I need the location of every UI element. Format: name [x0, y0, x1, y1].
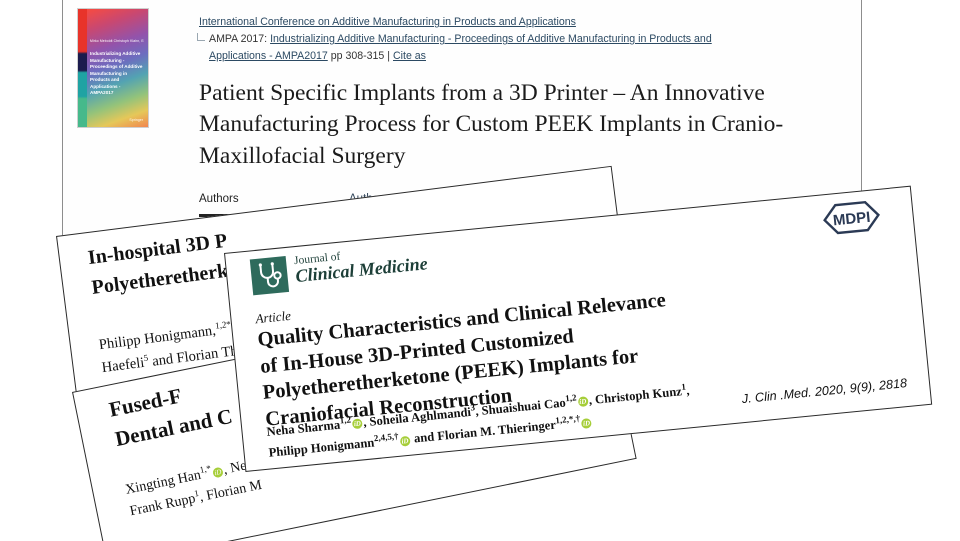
book-cover-thumbnail[interactable]: Mirko Meboldt Christoph Klahn, Editors I…: [77, 8, 149, 128]
mdpi-author-1-sup: 1,2: [339, 414, 352, 426]
mdpi-author-5: Philipp Honigmann: [268, 435, 375, 461]
breadcrumb-conference-link[interactable]: International Conference on Additive Man…: [199, 16, 576, 28]
breadcrumb-page-range: pp 308-315: [330, 50, 385, 63]
page-title: Patient Specific Implants from a 3D Prin…: [199, 80, 784, 169]
breadcrumb-separator: |: [387, 50, 391, 63]
orcid-icon[interactable]: iD: [577, 396, 589, 408]
paper2-author-sup-2: 5: [143, 352, 149, 363]
mdpi-author-5-sup: 2,4,5,†: [373, 431, 399, 444]
breadcrumb: International Conference on Additive Man…: [197, 14, 845, 65]
tree-branch-icon: [197, 33, 205, 42]
orcid-icon[interactable]: iD: [581, 417, 592, 429]
paper2-author-name-2: Haefeli: [100, 354, 146, 377]
book-cover-title: Industrializing Additive Manufacturing -…: [90, 51, 143, 96]
mdpi-logo-icon: MDPI: [811, 193, 891, 242]
mdpi-author-3-sup: 1,2: [564, 392, 577, 404]
breadcrumb-line-1: International Conference on Additive Man…: [199, 14, 845, 31]
paper2-author-sup-1: 1,2*: [214, 318, 232, 331]
book-cover-editors: Mirko Meboldt Christoph Klahn, Editors: [90, 39, 144, 43]
breadcrumb-proceedings-link[interactable]: Industrializing Additive Manufacturing -…: [270, 33, 712, 46]
breadcrumb-proceedings-prefix: AMPA 2017:: [209, 33, 268, 46]
breadcrumb-proceedings-link-cont[interactable]: Applications - AMPA2017: [209, 50, 328, 63]
mdpi-author-6-sup: 1,2,*,†: [554, 413, 581, 426]
cite-as-link[interactable]: Cite as: [393, 50, 426, 63]
svg-text:MDPI: MDPI: [832, 209, 871, 230]
orcid-icon[interactable]: iD: [399, 435, 411, 447]
book-cover-publisher: Springer: [129, 118, 143, 122]
mdpi-authors-line1-comma: ,: [685, 383, 691, 398]
book-cover-stripe: [78, 9, 87, 127]
breadcrumb-line-3: Applications - AMPA2017 pp 308-315 | Cit…: [199, 48, 845, 65]
breadcrumb-line-2: AMPA 2017: Industrializing Additive Manu…: [197, 31, 845, 48]
paper-mdpi-jcm: Journal of Clinical Medicine MDPI Articl…: [224, 185, 933, 472]
tab-authors[interactable]: Authors: [199, 193, 239, 205]
orcid-icon[interactable]: iD: [211, 466, 224, 479]
journal-wordmark: Journal of Clinical Medicine: [294, 242, 429, 287]
orcid-icon[interactable]: iD: [351, 418, 363, 430]
paper3-author-sup-1: 1,*: [198, 462, 212, 475]
stethoscope-icon: [249, 256, 290, 296]
